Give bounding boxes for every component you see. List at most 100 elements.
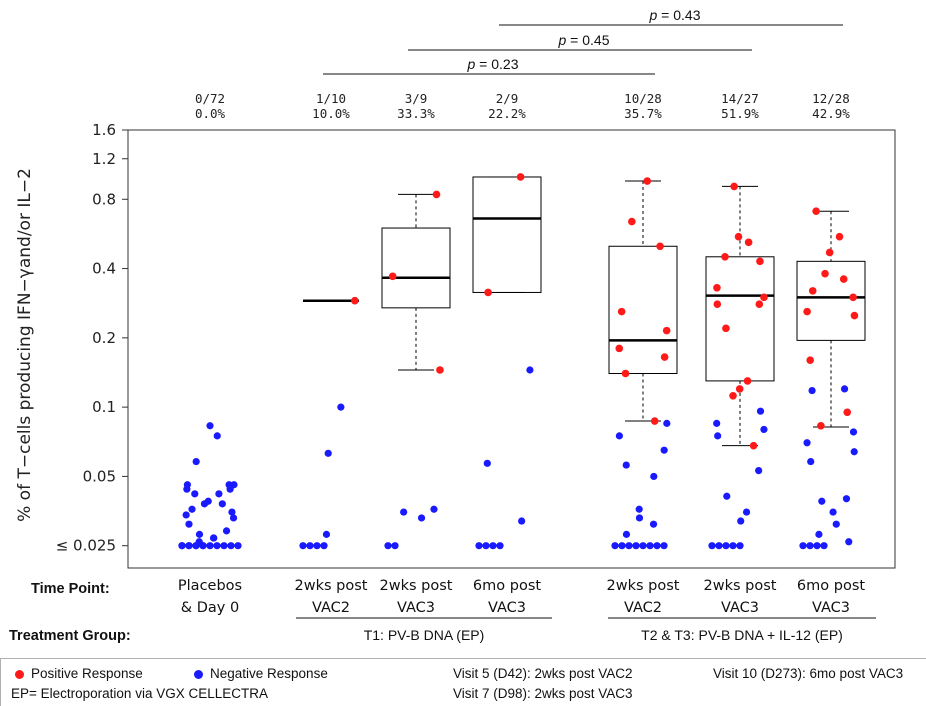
negative-point	[742, 508, 751, 516]
positive-point	[628, 217, 636, 226]
negative-point	[660, 542, 668, 550]
negative-point	[482, 542, 490, 550]
positive-point	[812, 207, 820, 216]
negative-point	[808, 386, 816, 395]
response-fraction: 2/9	[496, 91, 519, 106]
p-value-label: p = 0.43	[649, 7, 701, 23]
negative-point	[842, 495, 851, 503]
negative-point	[625, 542, 633, 550]
negative-point	[729, 542, 737, 550]
negative-point	[213, 542, 221, 550]
negative-point	[714, 432, 722, 440]
negative-point	[227, 542, 235, 550]
negative-point	[708, 542, 716, 550]
positive-dot-icon	[15, 669, 24, 679]
negative-point	[660, 446, 668, 454]
p-value-label: p = 0.45	[558, 32, 610, 48]
category-label-line2: VAC3	[812, 600, 850, 616]
boxplots	[303, 176, 866, 447]
negative-point	[218, 500, 226, 508]
positive-point	[808, 287, 817, 295]
negative-point	[200, 500, 209, 508]
category-label-line1: Placebos	[178, 578, 242, 594]
positive-point	[817, 421, 825, 430]
positive-point	[713, 283, 721, 292]
positive-point	[617, 307, 626, 316]
positive-point	[843, 408, 852, 417]
positive-point	[744, 238, 753, 247]
positive-point	[643, 177, 652, 185]
category-label-line1: 6mo post	[797, 578, 865, 594]
negative-point	[650, 472, 658, 481]
negative-point	[829, 508, 837, 516]
negative-point	[635, 505, 643, 513]
positive-point	[806, 356, 814, 364]
category-label-line1: 2wks post	[380, 578, 453, 594]
treatment-groups: T1: PV-B DNA (EP) T2 & T3: PV-B DNA + IL-…	[296, 617, 876, 643]
negative-point	[799, 542, 807, 550]
negative-point	[723, 492, 731, 500]
positive-point	[484, 288, 492, 297]
category-label-line1: 2wks post	[607, 578, 680, 594]
negative-dot-icon	[194, 669, 203, 679]
y-tick-label: 0.8	[92, 190, 116, 208]
negative-point	[715, 542, 723, 550]
box-iqr	[705, 256, 775, 382]
negative-point	[646, 542, 654, 550]
negative-point	[417, 514, 426, 522]
p-value-label: p = 0.23	[467, 56, 519, 72]
negative-point	[322, 530, 331, 538]
negative-point	[756, 407, 765, 415]
treatment-group-label: T1: PV-B DNA (EP)	[364, 627, 485, 643]
negative-point	[737, 517, 745, 525]
legend-negative-label: Negative Response	[210, 666, 328, 681]
y-tick-label: ≤ 0.025	[56, 537, 116, 555]
negative-point	[213, 432, 221, 440]
negative-point	[206, 542, 214, 550]
y-axis-label: % of T−cells producing IFN−γand/or IL−2	[15, 168, 35, 522]
positive-point	[760, 293, 768, 302]
response-percent: 33.3%	[397, 106, 435, 121]
response-fraction: 1/10	[316, 91, 346, 106]
positive-point	[615, 344, 624, 353]
treatment-group-label: T2 & T3: PV-B DNA + IL-12 (EP)	[641, 627, 843, 643]
box-iqr	[608, 245, 678, 374]
negative-point	[639, 542, 647, 550]
y-tick-label: 0.2	[92, 329, 116, 347]
response-percent: 22.2%	[488, 106, 526, 121]
category-label-line1: 2wks post	[295, 578, 368, 594]
negative-point	[320, 542, 328, 550]
legend-ep-note: EP= Electroporation via VGX CELLECTRA	[11, 686, 268, 701]
negative-point	[195, 530, 204, 538]
negative-point	[182, 511, 190, 519]
negative-point	[185, 520, 193, 528]
negative-point	[803, 439, 811, 447]
response-fraction: 10/28	[624, 91, 662, 106]
negative-point	[178, 542, 186, 550]
negative-point	[820, 542, 828, 550]
negative-point	[663, 419, 671, 427]
negative-point	[611, 542, 619, 550]
category-label-line2: VAC2	[312, 600, 350, 616]
plot-frame	[127, 129, 896, 569]
negative-point	[324, 449, 332, 457]
positive-point	[721, 252, 729, 261]
positive-point	[621, 369, 630, 378]
negative-point	[815, 530, 823, 538]
negative-point	[755, 466, 763, 475]
y-tick-label: 0.1	[92, 398, 116, 416]
positive-point	[730, 182, 738, 191]
negative-point	[496, 542, 504, 550]
response-fraction: 0/72	[195, 91, 225, 106]
category-label-line2: VAC3	[721, 600, 759, 616]
negative-point	[226, 485, 234, 493]
positive-point	[835, 232, 844, 241]
negative-point	[622, 461, 630, 469]
legend-negative: Negative Response	[194, 666, 328, 681]
positive-point	[849, 293, 857, 302]
positive-point	[351, 296, 359, 305]
y-axis-ticks: 1.6 1.2 0.8 0.4 0.2 0.1 0.05 ≤ 0.025	[56, 121, 128, 555]
negative-point	[845, 538, 853, 546]
positive-point	[743, 377, 752, 385]
response-percent: 0.0%	[195, 106, 226, 121]
